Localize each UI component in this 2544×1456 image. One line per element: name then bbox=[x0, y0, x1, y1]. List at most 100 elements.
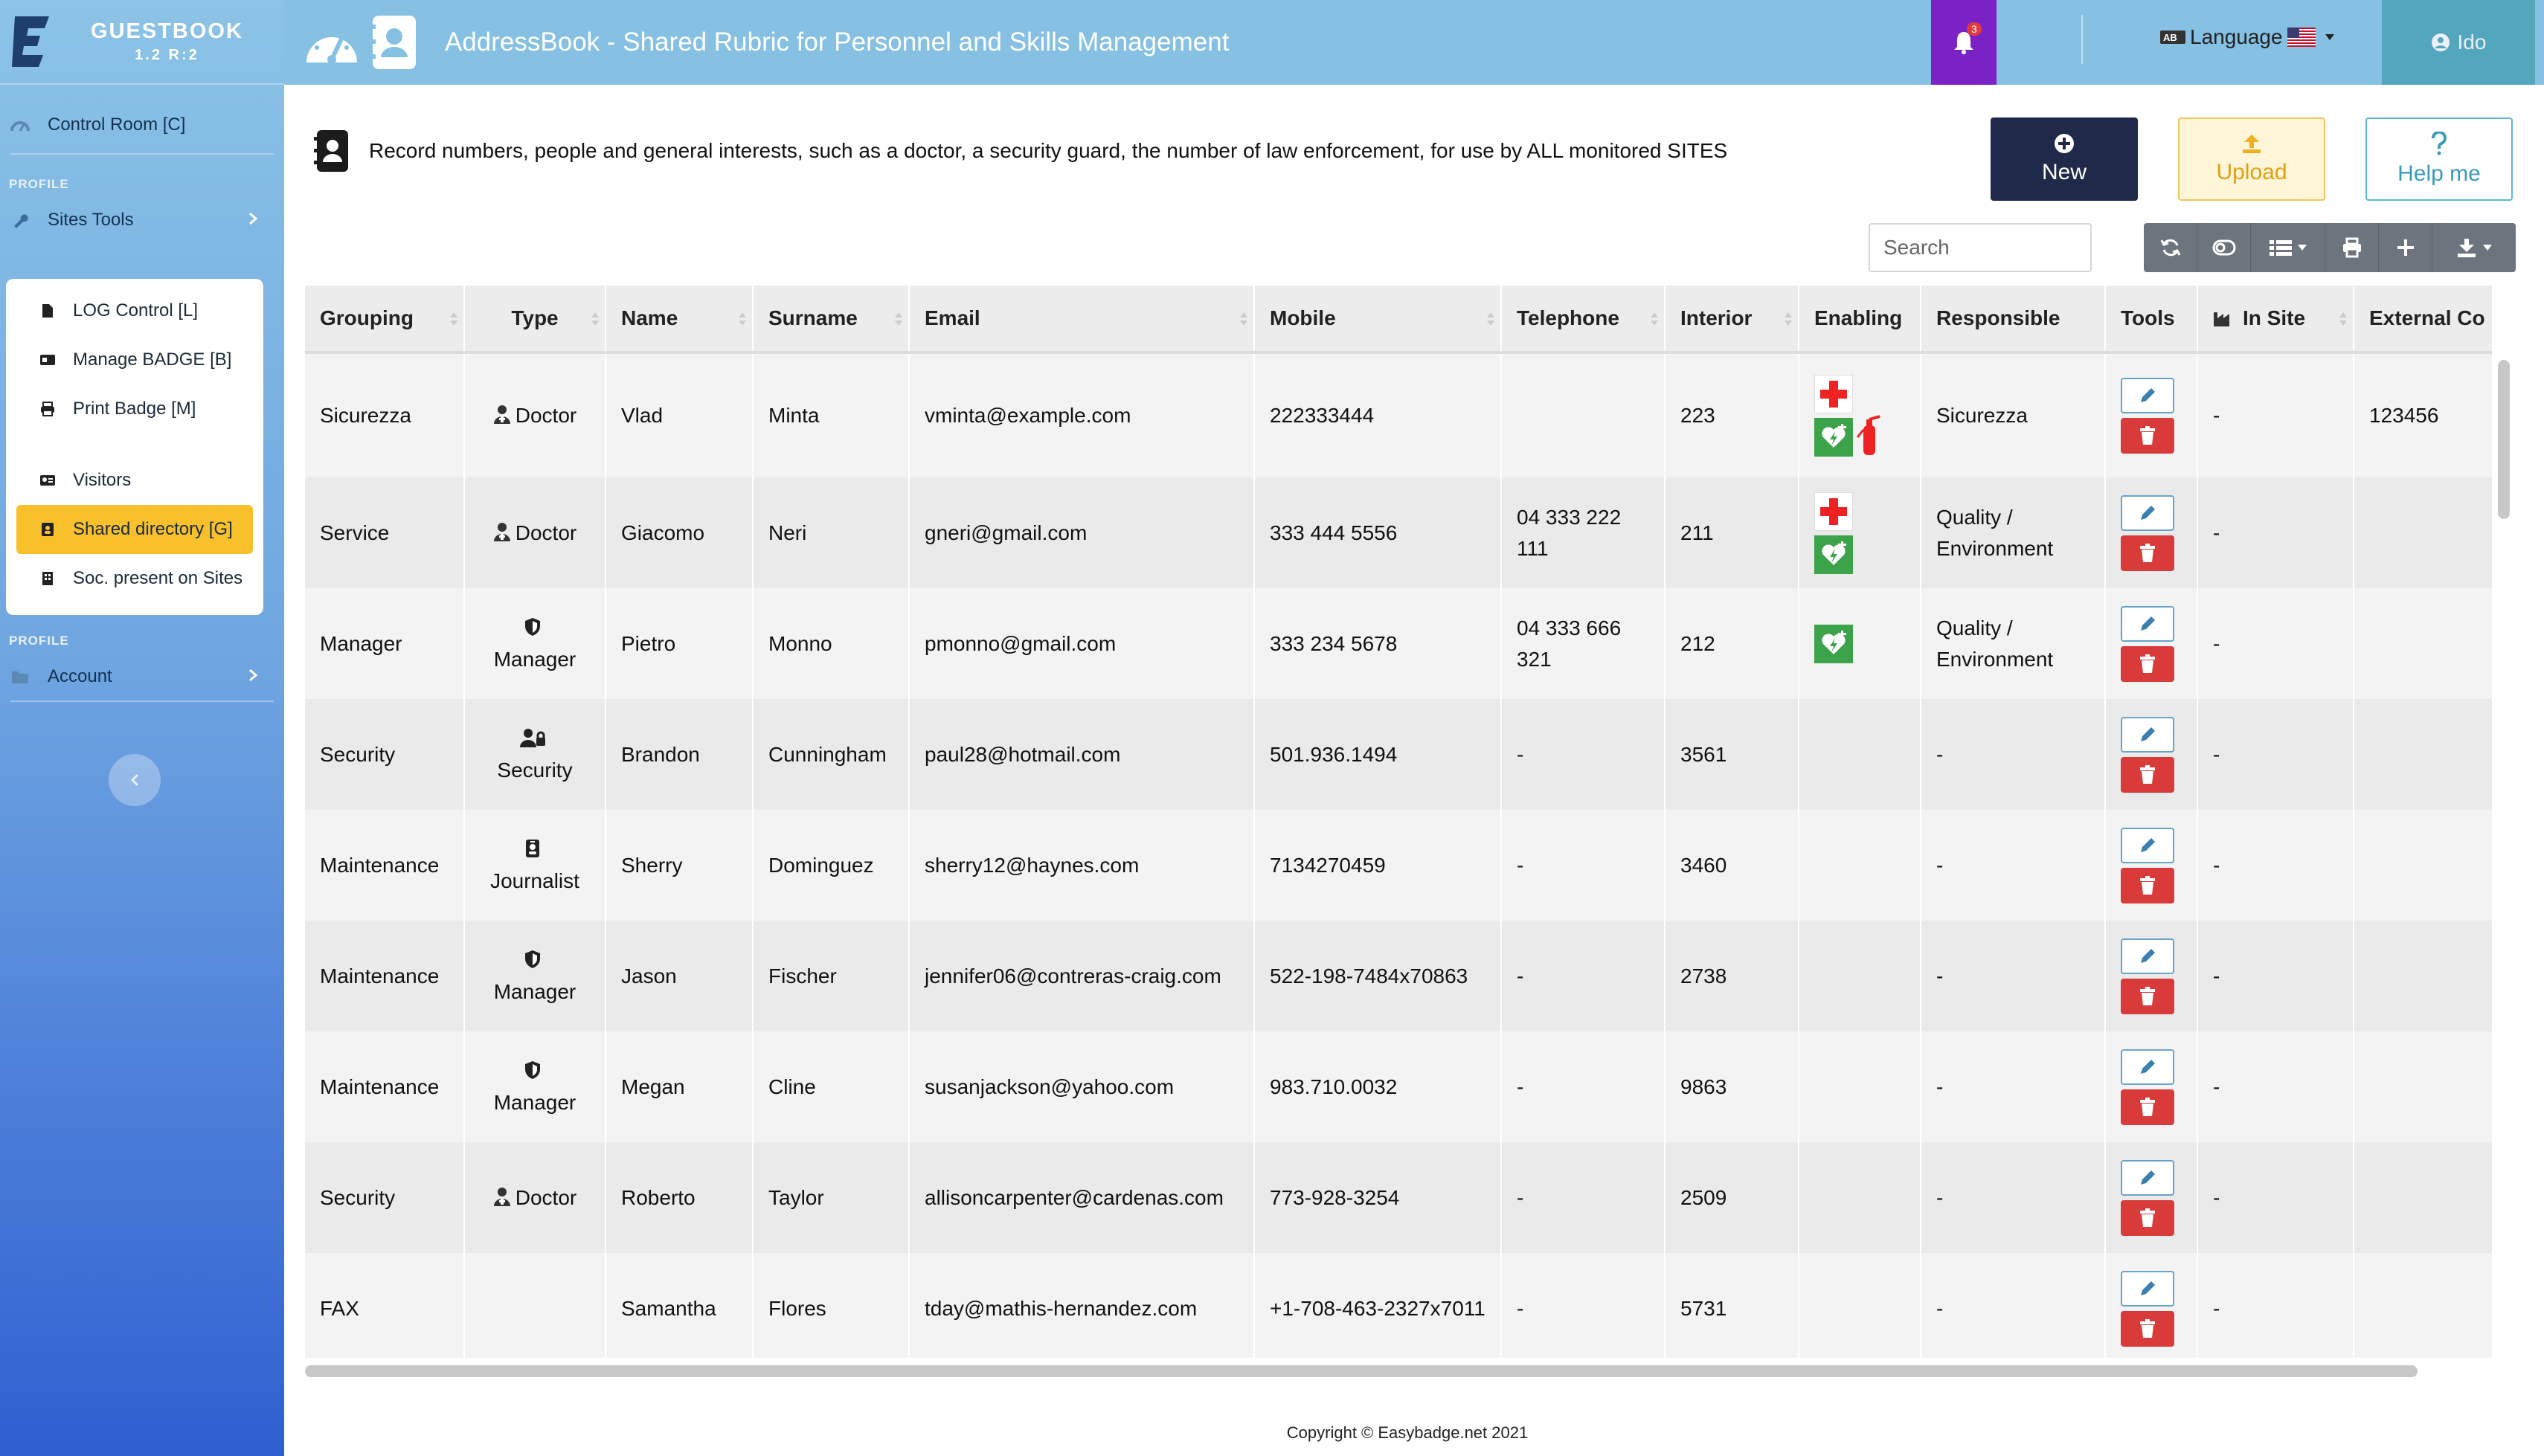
help-button[interactable]: Help me bbox=[2365, 117, 2513, 201]
cell-interior: 211 bbox=[1665, 477, 1799, 588]
cell-type-wrap: Journalist bbox=[464, 810, 606, 921]
edit-button[interactable] bbox=[2121, 495, 2174, 531]
control-room-link[interactable]: Control Room [C] bbox=[0, 104, 284, 146]
submenu-label: LOG Control [L] bbox=[73, 300, 199, 320]
notifications-button[interactable]: 3 bbox=[1931, 0, 1997, 85]
cell-enabling bbox=[1799, 699, 1921, 810]
table-row[interactable]: Service Doctor Giacomo Neri gneri@gmail.com 3… bbox=[305, 477, 2492, 588]
submenu-item-print-badge[interactable]: Print Badge [M] bbox=[6, 384, 263, 434]
delete-button[interactable] bbox=[2121, 645, 2174, 682]
edit-button[interactable] bbox=[2121, 378, 2174, 413]
delete-button[interactable] bbox=[2121, 1089, 2174, 1125]
user-doctor-icon bbox=[493, 1187, 510, 1206]
column-header-type[interactable]: Type bbox=[464, 286, 606, 354]
user-menu[interactable]: Ido bbox=[2382, 0, 2535, 85]
column-header-external-code[interactable]: External Co bbox=[2354, 286, 2492, 354]
column-header-surname[interactable]: Surname bbox=[753, 286, 910, 354]
submenu-item-shared-directory[interactable]: Shared directory [G] bbox=[16, 505, 253, 554]
column-header-grouping[interactable]: Grouping bbox=[305, 286, 465, 354]
cell-in-site: - bbox=[2197, 699, 2354, 810]
cell-interior: 212 bbox=[1665, 588, 1799, 699]
table-row[interactable]: Security Doctor Roberto Taylor allisoncarpen… bbox=[305, 1142, 2492, 1253]
edit-button[interactable] bbox=[2121, 716, 2174, 753]
cell-external-code bbox=[2354, 477, 2492, 588]
user-doctor-icon bbox=[493, 405, 510, 424]
cell-type-wrap: Doctor bbox=[464, 1142, 606, 1253]
table-row[interactable]: Maintenance Manager Megan Cline susanjackson… bbox=[305, 1031, 2492, 1142]
table-row[interactable]: FAX Samantha Flores tday@mathis-hernandez.c… bbox=[305, 1253, 2492, 1358]
account-link[interactable]: Account bbox=[0, 656, 284, 698]
export-dropdown-button[interactable] bbox=[2432, 223, 2516, 272]
table-row[interactable]: Maintenance Manager Jason Fischer jennifer06… bbox=[305, 921, 2492, 1031]
submenu-item-manage-badge[interactable]: Manage BADGE [B] bbox=[6, 335, 263, 384]
submenu-item-soc-present[interactable]: Soc. present on Sites bbox=[6, 554, 263, 603]
edit-button[interactable] bbox=[2121, 1048, 2174, 1085]
cell-grouping: FAX bbox=[305, 1253, 465, 1358]
table-row[interactable]: Maintenance Journalist Sherry Dominguez sher… bbox=[305, 810, 2492, 921]
header-label: Email bbox=[925, 306, 980, 329]
cell-in-site: - bbox=[2197, 921, 2354, 1031]
addressbook-button[interactable] bbox=[363, 11, 425, 74]
delete-button[interactable] bbox=[2121, 756, 2174, 793]
cell-responsible: - bbox=[1921, 921, 2106, 1031]
column-header-telephone[interactable]: Telephone bbox=[1501, 286, 1666, 354]
cell-mobile: 333 234 5678 bbox=[1254, 588, 1502, 699]
delete-button[interactable] bbox=[2121, 535, 2174, 571]
horizontal-scrollbar[interactable] bbox=[305, 1365, 2418, 1377]
cell-interior: 2738 bbox=[1665, 921, 1799, 1031]
column-header-responsible[interactable]: Responsible bbox=[1921, 286, 2106, 354]
cell-type: Manager bbox=[493, 647, 576, 671]
user-name: Ido bbox=[2457, 30, 2487, 54]
cell-grouping: Service bbox=[305, 477, 465, 588]
print-button[interactable] bbox=[2325, 223, 2379, 272]
cell-mobile: 773-928-3254 bbox=[1254, 1142, 1502, 1253]
column-header-in-site[interactable]: In Site bbox=[2197, 286, 2354, 354]
sort-icon bbox=[1785, 312, 1792, 326]
edit-button[interactable] bbox=[2121, 938, 2174, 974]
submenu-item-log-control[interactable]: LOG Control [L] bbox=[6, 286, 263, 335]
table-row[interactable]: Security Security Brandon Cunningham paul28@… bbox=[305, 699, 2492, 810]
edit-button[interactable] bbox=[2121, 1159, 2174, 1196]
section-heading: PROFILE bbox=[9, 634, 69, 648]
vertical-scrollbar[interactable] bbox=[2498, 360, 2510, 519]
column-header-email[interactable]: Email bbox=[909, 286, 1255, 354]
table-row[interactable]: Manager Manager Pietro Monno pmonno@gmail.co… bbox=[305, 588, 2492, 699]
intro: Record numbers, people and general inter… bbox=[314, 129, 1727, 173]
columns-dropdown-button[interactable] bbox=[2251, 223, 2325, 272]
language-selector[interactable]: AB Language bbox=[2160, 0, 2335, 74]
intro-text: Record numbers, people and general inter… bbox=[369, 139, 1728, 162]
column-header-interior[interactable]: Interior bbox=[1665, 286, 1799, 354]
new-button[interactable]: New bbox=[1991, 117, 2138, 201]
add-row-button[interactable] bbox=[2379, 223, 2432, 272]
column-header-name[interactable]: Name bbox=[606, 286, 754, 354]
cell-telephone: - bbox=[1501, 699, 1666, 810]
cell-email: tday@mathis-hernandez.com bbox=[909, 1253, 1255, 1358]
edit-button[interactable] bbox=[2121, 827, 2174, 863]
delete-button[interactable] bbox=[2121, 1310, 2174, 1347]
cell-tools bbox=[2105, 1142, 2198, 1253]
submenu-item-visitors[interactable]: Visitors bbox=[6, 456, 263, 505]
upload-button[interactable]: Upload bbox=[2178, 117, 2325, 201]
table-row[interactable]: Sicurezza Doctor Vlad Minta vminta@example.c… bbox=[305, 352, 2492, 477]
delete-button[interactable] bbox=[2121, 1199, 2174, 1236]
edit-button[interactable] bbox=[2121, 1270, 2174, 1307]
cell-external-code bbox=[2354, 1142, 2492, 1253]
download-icon bbox=[2458, 239, 2476, 257]
edit-button[interactable] bbox=[2121, 605, 2174, 642]
delete-button[interactable] bbox=[2121, 418, 2174, 454]
column-header-mobile[interactable]: Mobile bbox=[1254, 286, 1502, 354]
delete-button[interactable] bbox=[2121, 867, 2174, 903]
cell-email: pmonno@gmail.com bbox=[909, 588, 1255, 699]
sites-tools-link[interactable]: Sites Tools bbox=[0, 199, 284, 241]
collapse-sidebar-button[interactable] bbox=[109, 754, 161, 806]
dashboard-button[interactable] bbox=[301, 11, 363, 74]
cell-tools bbox=[2105, 1031, 2198, 1142]
search-input[interactable] bbox=[1869, 223, 2092, 272]
printer-icon bbox=[2342, 237, 2361, 258]
refresh-button[interactable] bbox=[2144, 223, 2197, 272]
cell-surname: Fischer bbox=[753, 921, 910, 1031]
toggle-view-button[interactable] bbox=[2197, 223, 2251, 272]
brand[interactable]: GUESTBOOK 1.2 R:2 bbox=[0, 0, 284, 85]
delete-button[interactable] bbox=[2121, 978, 2174, 1014]
column-header-enabling[interactable]: Enabling bbox=[1799, 286, 1921, 354]
